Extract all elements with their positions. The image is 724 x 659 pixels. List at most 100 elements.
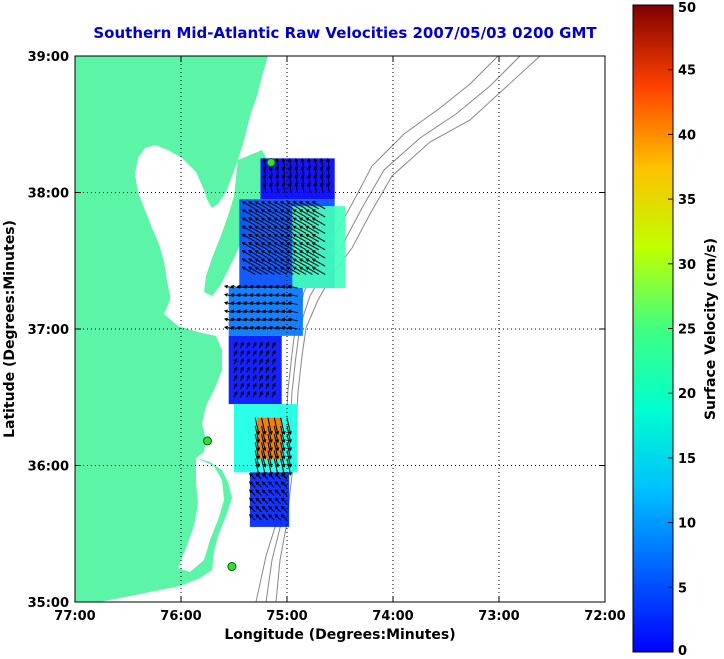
velocity-vector <box>261 433 266 451</box>
velocity-vector <box>248 258 262 267</box>
velocity-vector <box>273 433 279 451</box>
vector-arrowhead <box>249 473 253 477</box>
vector-arrowhead <box>248 258 252 262</box>
velocity-vector <box>249 489 256 496</box>
vector-arrowhead <box>241 209 246 213</box>
velocity-vector <box>242 242 256 251</box>
velocity-vector <box>280 201 294 210</box>
colorbar-tick-label: 40 <box>678 128 696 143</box>
vector-arrowhead <box>260 233 265 238</box>
x-tick-label: 74:00 <box>372 609 413 624</box>
vector-arrowhead <box>236 284 241 289</box>
velocity-vector <box>276 158 280 169</box>
vector-arrowhead <box>311 242 316 246</box>
vector-arrowhead <box>256 455 261 460</box>
velocity-vector <box>305 258 320 267</box>
velocity-vector <box>273 458 279 475</box>
velocity-vector <box>320 158 324 169</box>
velocity-vector <box>286 234 300 243</box>
vector-arrowhead <box>273 217 278 221</box>
velocity-vector <box>274 250 288 259</box>
vector-arrowhead <box>268 489 272 494</box>
vector-arrowhead <box>311 250 316 254</box>
vector-arrowhead <box>255 309 260 314</box>
vector-arrowhead <box>292 266 297 271</box>
velocity-vector <box>268 473 275 480</box>
velocity-vector <box>293 258 307 267</box>
vector-arrowhead <box>260 242 265 246</box>
velocity-vector <box>314 158 318 169</box>
vector-arrowhead <box>255 293 260 297</box>
velocity-vector <box>269 167 273 177</box>
velocity-vector <box>282 183 286 193</box>
velocity-vector <box>274 514 281 521</box>
velocity-vector <box>262 489 269 496</box>
colorbar-tick-label: 30 <box>678 258 696 273</box>
vector-arrowhead <box>305 217 310 221</box>
velocity-vector <box>261 217 275 226</box>
velocity-vector <box>280 225 294 234</box>
radar-station-marker <box>203 436 212 446</box>
vector-arrowhead <box>236 317 241 322</box>
velocity-vector <box>268 506 275 513</box>
vector-arrowhead <box>274 473 279 477</box>
vector-arrowhead <box>273 233 278 238</box>
vector-arrowhead <box>269 447 273 452</box>
vector-arrowhead <box>262 293 267 297</box>
vector-arrowhead <box>240 382 244 387</box>
velocity-vector <box>312 266 326 275</box>
velocity-vector <box>261 201 275 210</box>
vector-arrowhead <box>281 157 286 162</box>
vector-arrowhead <box>286 225 291 230</box>
vector-arrowhead <box>259 341 263 346</box>
velocity-vector <box>293 201 307 210</box>
velocity-vector <box>249 473 256 480</box>
velocity-vector <box>293 242 307 251</box>
vector-arrowhead <box>259 349 263 354</box>
y-tick-label: 37:00 <box>28 323 69 338</box>
velocity-vector <box>255 258 269 267</box>
vector-arrowhead <box>311 258 316 262</box>
vector-arrowhead <box>272 374 276 379</box>
velocity-vector <box>281 489 288 496</box>
velocity-vector <box>286 258 300 267</box>
x-tick-label: 72:00 <box>584 609 625 624</box>
velocity-vector <box>305 234 320 243</box>
vector-arrowhead <box>240 358 244 363</box>
velocity-vector <box>254 433 260 451</box>
vector-arrowhead <box>268 166 273 171</box>
velocity-vector <box>305 217 320 226</box>
velocity-vector <box>299 225 313 234</box>
vector-arrowhead <box>267 233 272 238</box>
vector-arrowhead <box>223 325 229 330</box>
vector-arrowhead <box>280 473 285 477</box>
vector-arrowhead <box>288 174 292 179</box>
velocity-vector <box>282 175 286 185</box>
vector-arrowhead <box>248 217 252 221</box>
vector-arrowhead <box>275 166 280 171</box>
vector-arrowhead <box>255 505 260 510</box>
vector-arrowhead <box>287 309 292 314</box>
vector-arrowhead <box>281 166 286 171</box>
vector-arrowhead <box>288 447 292 452</box>
velocity-vector <box>273 442 279 459</box>
velocity-vector <box>274 201 288 210</box>
vector-arrowhead <box>223 284 229 289</box>
y-tick-label: 35:00 <box>28 596 69 611</box>
velocity-vector <box>280 209 294 218</box>
vector-arrowhead <box>230 284 235 289</box>
vector-arrowhead <box>255 317 260 322</box>
velocity-vector <box>267 250 281 259</box>
vector-arrowhead <box>233 390 238 395</box>
vector-arrowhead <box>249 505 253 510</box>
vector-arrowhead <box>241 266 246 271</box>
vector-arrowhead <box>281 182 286 187</box>
vector-arrowhead <box>255 301 260 305</box>
velocity-vector <box>286 425 292 443</box>
vector-arrowhead <box>269 439 273 444</box>
vector-arrowhead <box>261 473 266 477</box>
velocity-vector <box>274 258 288 267</box>
velocity-vector <box>267 258 281 267</box>
velocity-vector <box>255 201 269 210</box>
vector-arrowhead <box>268 182 273 187</box>
